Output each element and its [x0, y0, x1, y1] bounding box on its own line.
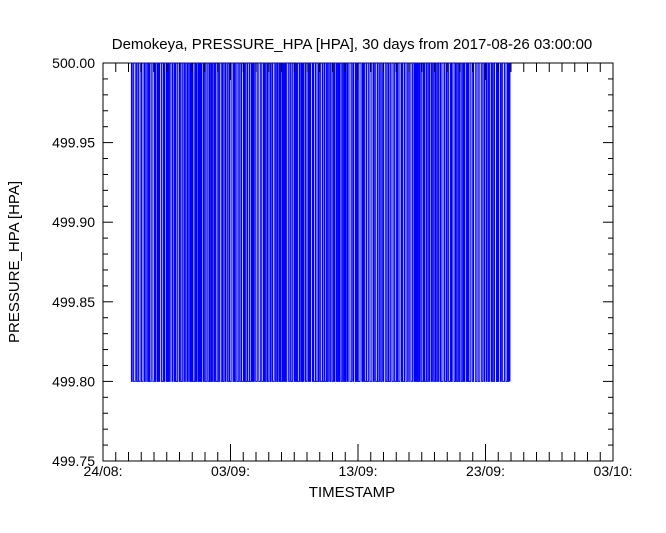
y-tick-label: 499.85	[52, 294, 95, 310]
y-axis-label: PRESSURE_HPA [HPA]	[6, 181, 23, 343]
y-axis: 500.00 499.95 499.90 499.85 499.80 499.75	[52, 55, 613, 469]
series-line	[130, 62, 511, 382]
series-group	[130, 62, 511, 382]
y-tick-label: 499.80	[52, 373, 95, 389]
x-axis: 24/08: 03/09: 13/09: 23/09: 03/10:	[84, 63, 633, 479]
x-tick-label: 13/09:	[339, 463, 378, 479]
y-tick-label: 499.75	[52, 453, 95, 469]
x-tick-label: 03/10:	[594, 463, 633, 479]
x-axis-label: TIMESTAMP	[309, 484, 395, 501]
y-tick-label: 499.95	[52, 135, 95, 151]
chart-title: Demokeya, PRESSURE_HPA [HPA], 30 days fr…	[112, 36, 593, 53]
x-tick-label: 23/09:	[466, 463, 505, 479]
x-tick-label: 03/09:	[211, 463, 250, 479]
y-tick-label: 500.00	[52, 55, 95, 71]
y-tick-label: 499.90	[52, 214, 95, 230]
x-tick-label: 24/08:	[84, 463, 123, 479]
